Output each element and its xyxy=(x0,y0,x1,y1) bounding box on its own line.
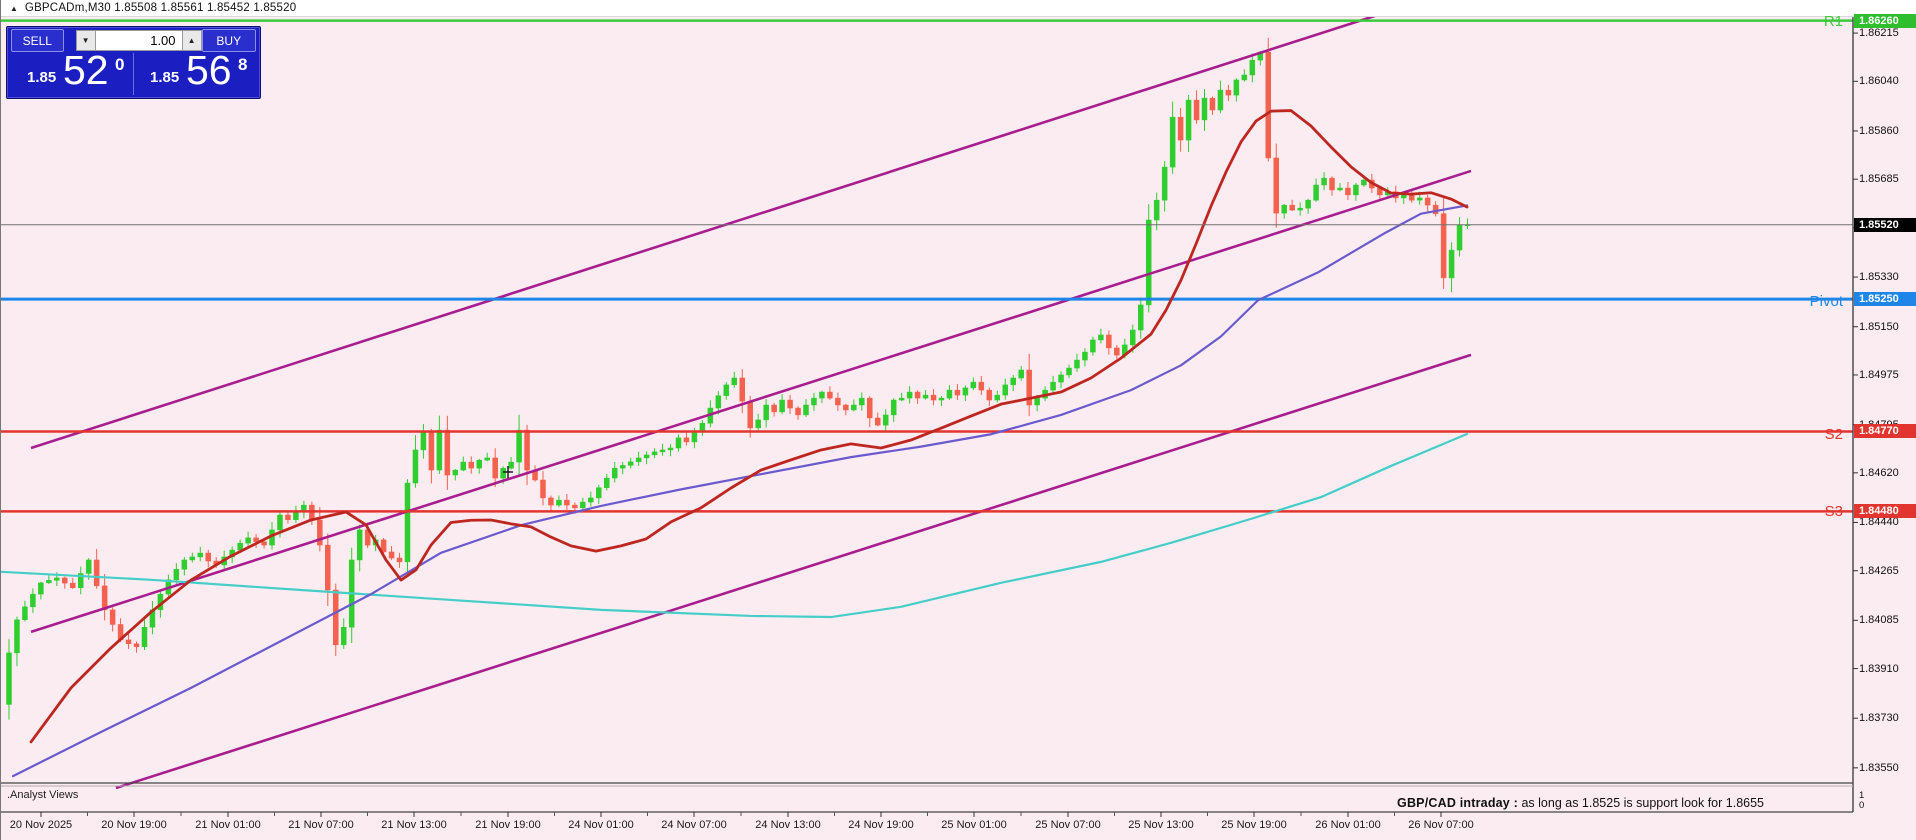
time-axis-label: 21 Nov 01:00 xyxy=(195,819,261,831)
buy-price-big: 56 xyxy=(186,47,232,93)
time-axis-label: 25 Nov 07:00 xyxy=(1035,819,1101,831)
sell-button[interactable]: SELL xyxy=(11,29,64,52)
price-badge: 1.84770 xyxy=(1854,424,1916,439)
time-axis-label: 20 Nov 19:00 xyxy=(101,819,167,831)
subwindow-axis-tick: 1 xyxy=(1859,790,1865,801)
level-label-s2: S2 xyxy=(1824,426,1843,443)
time-axis-label: 21 Nov 13:00 xyxy=(381,819,447,831)
time-axis-label: 26 Nov 07:00 xyxy=(1408,819,1474,831)
buy-button[interactable]: BUY xyxy=(201,29,256,52)
buy-price-sup: 8 xyxy=(238,55,248,74)
price-tick-label: 1.84975 xyxy=(1859,368,1899,381)
time-axis-label: 24 Nov 13:00 xyxy=(755,819,821,831)
time-axis-label: 24 Nov 07:00 xyxy=(661,819,727,831)
price-tick-label: 1.83550 xyxy=(1859,761,1899,774)
one-click-trading-panel: SELL ▼ 1.00 ▲ BUY 1.85 52 0 1.85 56 8 xyxy=(6,26,261,99)
level-label-r1: R1 xyxy=(1823,13,1843,30)
analyst-note-rest: as long as 1.8525 is support look for 1.… xyxy=(1518,796,1764,810)
buy-price-prefix: 1.85 xyxy=(150,69,180,86)
price-tick-label: 1.84620 xyxy=(1859,466,1899,479)
analyst-note-bold: GBP/CAD intraday : xyxy=(1397,796,1518,810)
time-axis-label: 25 Nov 13:00 xyxy=(1128,819,1194,831)
time-axis-label: 21 Nov 07:00 xyxy=(288,819,354,831)
chart-title-bar: ▲ GBPCADm,M30 1.85508 1.85561 1.85452 1.… xyxy=(1,0,1916,17)
price-tick-label: 1.84085 xyxy=(1859,614,1899,627)
price-tick-label: 1.84440 xyxy=(1859,516,1899,529)
time-axis-label: 24 Nov 19:00 xyxy=(848,819,914,831)
price-tick-label: 1.85685 xyxy=(1859,173,1899,186)
buy-price-display[interactable]: 1.85 56 8 xyxy=(134,47,256,95)
price-tick-label: 1.84265 xyxy=(1859,564,1899,577)
time-axis-label: 25 Nov 19:00 xyxy=(1221,819,1287,831)
price-tick-label: 1.85330 xyxy=(1859,271,1899,284)
price-tick-label: 1.85150 xyxy=(1859,320,1899,333)
level-label-s3: S3 xyxy=(1824,503,1843,520)
time-axis-label: 24 Nov 01:00 xyxy=(568,819,634,831)
price-badge: 1.86260 xyxy=(1854,13,1916,28)
analyst-note-text: GBP/CAD intraday : as long as 1.8525 is … xyxy=(1397,796,1764,810)
price-badge: 1.85250 xyxy=(1854,292,1916,307)
time-axis-label: 25 Nov 01:00 xyxy=(941,819,1007,831)
price-tick-label: 1.86215 xyxy=(1859,27,1899,40)
price-tick-label: 1.86040 xyxy=(1859,75,1899,88)
time-axis-label: 26 Nov 01:00 xyxy=(1315,819,1381,831)
price-tick-label: 1.83730 xyxy=(1859,712,1899,725)
sell-price-big: 52 xyxy=(63,47,109,93)
time-axis-label: 21 Nov 19:00 xyxy=(475,819,541,831)
volume-input[interactable]: 1.00 xyxy=(95,30,182,51)
subwindow-axis-tick: 0 xyxy=(1859,800,1865,811)
price-tick-label: 1.83910 xyxy=(1859,662,1899,675)
time-axis-label: 20 Nov 2025 xyxy=(9,819,73,831)
sell-price-display[interactable]: 1.85 52 0 xyxy=(11,47,134,95)
price-tick-label: 1.85860 xyxy=(1859,124,1899,137)
price-badge: 1.84480 xyxy=(1854,504,1916,519)
volume-decrease-button[interactable]: ▼ xyxy=(75,30,96,51)
symbol-ohlc-title: GBPCADm,M30 1.85508 1.85561 1.85452 1.85… xyxy=(24,2,297,14)
level-label-pivot: Pivot xyxy=(1809,293,1843,310)
analyst-views-indicator-label: .Analyst Views xyxy=(7,789,79,801)
collapse-panel-icon[interactable]: ▲ xyxy=(10,3,18,13)
volume-increase-button[interactable]: ▲ xyxy=(181,30,202,51)
sell-price-prefix: 1.85 xyxy=(27,69,57,86)
sell-price-sup: 0 xyxy=(115,55,125,74)
price-badge: 1.85520 xyxy=(1854,217,1916,232)
